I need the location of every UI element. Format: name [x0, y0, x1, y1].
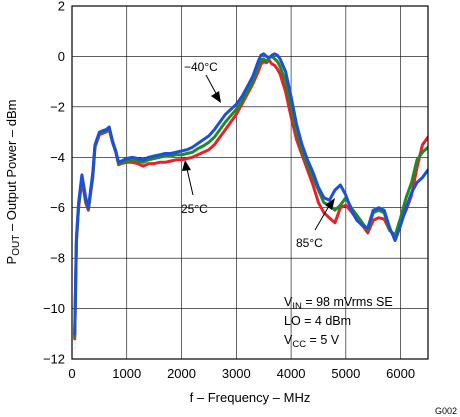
x-tick-labels: 0 1000 2000 3000 4000 5000 6000	[68, 366, 415, 381]
x-tick-label: 0	[68, 366, 75, 381]
condition-lo-text: LO = 4 dBm	[284, 314, 351, 328]
condition-vcc: VCC = 5 V	[284, 333, 340, 350]
y-tick-label: 0	[58, 49, 65, 64]
x-tick-label: 4000	[277, 366, 306, 381]
annotation-label-25: 25°C	[181, 202, 208, 216]
x-tick-label: 1000	[112, 366, 141, 381]
y-tick-labels: 2 0 −2 −4 −6 −8 −10 −12	[43, 0, 65, 367]
condition-vcc-subscript: CC	[292, 339, 306, 350]
annotation-arrowhead-25	[182, 160, 191, 171]
annotation-arrowhead-85	[325, 198, 335, 210]
y-axis-title: POUT – Output Power – dBm	[4, 100, 22, 265]
series-line-2	[73, 52, 428, 336]
condition-vin: VIN = 98 mVrms SE	[284, 295, 393, 312]
y-tick-label: −10	[43, 301, 65, 316]
condition-vcc-prefix: V	[284, 333, 293, 347]
condition-vin-rest: = 98 mVrms SE	[302, 295, 393, 309]
y-axis-title-rest: – Output Power – dBm	[4, 100, 19, 235]
annotation-arrowhead-minus40	[211, 91, 221, 103]
y-tick-label: −6	[50, 200, 65, 215]
plot-frame	[71, 5, 429, 360]
x-tick-label: 5000	[331, 366, 360, 381]
x-tick-label: 6000	[386, 366, 415, 381]
y-tick-label: −12	[43, 352, 65, 367]
y-tick-label: −4	[50, 150, 65, 165]
grid	[72, 6, 428, 359]
test-conditions: VIN = 98 mVrms SE LO = 4 dBm VCC = 5 V	[284, 295, 393, 350]
annotation-arrow-25	[186, 168, 194, 196]
y-tick-label: −8	[50, 251, 65, 266]
y-tick-label: 2	[58, 0, 65, 14]
x-tick-label: 3000	[222, 366, 251, 381]
annotation-layer: −40°C 25°C 85°C	[181, 60, 335, 250]
y-axis-title-subscript: OUT	[11, 235, 22, 256]
annotation-arrow-85	[314, 205, 330, 231]
y-axis-title-prefix: P	[4, 256, 19, 265]
condition-lo: LO = 4 dBm	[284, 314, 351, 328]
condition-vcc-rest: = 5 V	[306, 333, 340, 347]
condition-vin-prefix: V	[284, 295, 293, 309]
condition-vin-subscript: IN	[292, 301, 302, 312]
y-tick-label: −2	[50, 99, 65, 114]
series-layer	[73, 52, 428, 341]
x-axis-title: f – Frequency – MHz	[190, 390, 311, 405]
annotation-label-85: 85°C	[296, 236, 323, 250]
figure-id: G002	[435, 406, 457, 416]
x-tick-label: 2000	[167, 366, 196, 381]
annotation-label-minus40: −40°C	[184, 60, 218, 74]
